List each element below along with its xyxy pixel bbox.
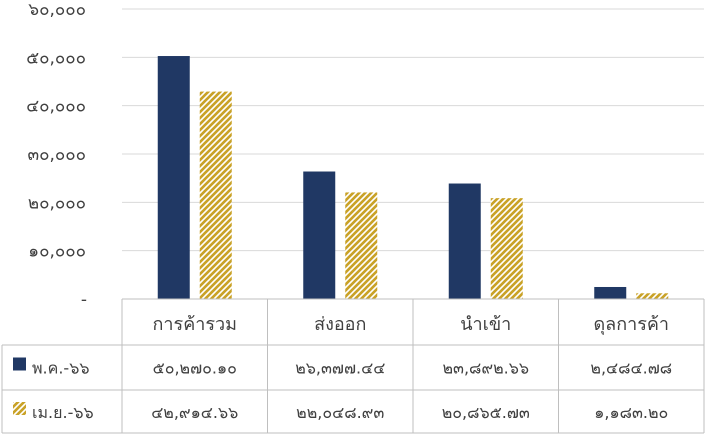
- legend-series-name: พ.ค.-๖๖: [32, 359, 90, 378]
- bar-series-2: [199, 91, 232, 300]
- bars: [157, 56, 669, 300]
- x-category-label: ดุลการค้า: [593, 314, 669, 335]
- x-category-label: ส่งออก: [314, 314, 366, 335]
- data-table-value: ๒๒,๐๔๘.๙๓: [296, 403, 384, 422]
- y-tick-label: ๒๐,๐๐๐: [28, 193, 86, 213]
- y-tick-label: ๓๐,๐๐๐: [27, 145, 86, 165]
- y-tick-label: -: [81, 290, 87, 310]
- y-tick-label: ๑๐,๐๐๐: [28, 242, 86, 262]
- data-table: การค้ารวม ส่งออก นำเข้า ดุลการค้าพ.ค.-๖๖ ๕๐,…: [1, 298, 705, 434]
- x-category-label: การค้ารวม: [153, 314, 237, 335]
- data-table-value: ๒๐,๘๖๕.๗๓: [442, 403, 530, 422]
- bar-series-1: [448, 183, 481, 299]
- data-table-value: ๒,๔๘๔.๗๘: [590, 359, 672, 378]
- y-tick-label: ๖๐,๐๐๐: [28, 0, 86, 20]
- bar-series-1: [594, 286, 627, 299]
- data-table-value: ๑,๑๘๓.๒๐: [594, 403, 668, 422]
- legend-swatch: [13, 402, 26, 415]
- legend-swatch: [13, 357, 26, 371]
- bar-series-1: [157, 56, 190, 300]
- bar-series-2: [636, 293, 669, 299]
- data-table-value: ๕๐,๒๗๐.๑๐: [153, 359, 237, 378]
- y-tick-label: ๔๐,๐๐๐: [26, 97, 86, 117]
- data-table-value: ๒๓,๘๙๒.๖๖: [442, 359, 529, 378]
- data-table-value: ๔๒,๙๑๔.๖๖: [151, 403, 238, 422]
- x-category-label: นำเข้า: [460, 314, 511, 335]
- y-tick-label: ๕๐,๐๐๐: [26, 48, 86, 68]
- data-table-value: ๒๖,๓๗๗.๔๔: [295, 359, 385, 378]
- bar-series-2: [345, 192, 378, 299]
- bar-series-2: [490, 198, 523, 299]
- bar-series-1: [303, 171, 336, 299]
- y-axis-ticks: - ๑๐,๐๐๐ ๒๐,๐๐๐ ๓๐,๐๐๐ ๔๐,๐๐๐ ๕๐,๐๐๐ ๖๐,๐๐๐: [26, 0, 87, 310]
- legend-series-name: เม.ย.-๖๖: [32, 403, 94, 422]
